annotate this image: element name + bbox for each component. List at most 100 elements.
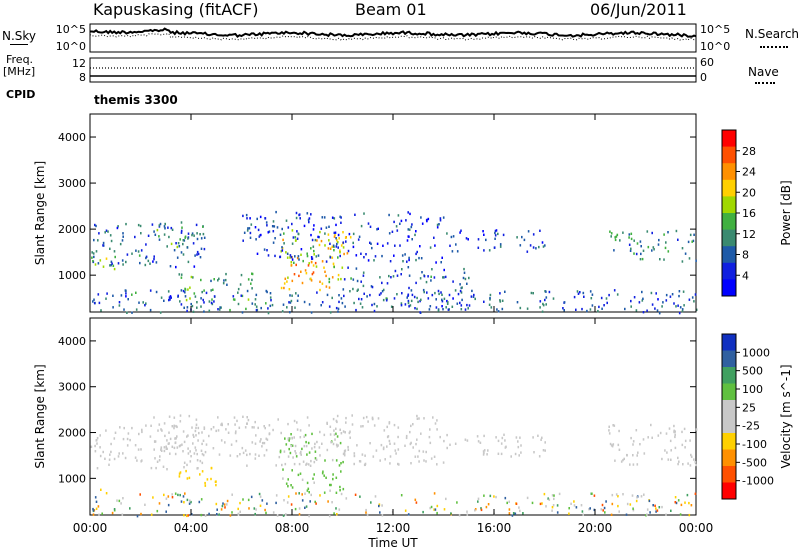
range-cell (339, 251, 341, 254)
colorbar-tick-label: 1000 (742, 346, 770, 359)
colorbar-tick-label: -1000 (742, 475, 774, 488)
range-cell (220, 439, 223, 442)
range-cell (337, 241, 339, 244)
range-cell (240, 273, 243, 277)
range-cell (624, 307, 626, 311)
range-cell (102, 450, 104, 454)
range-cell (422, 450, 425, 453)
range-cell (182, 242, 184, 246)
range-cell (102, 244, 104, 247)
range-cell (378, 504, 380, 508)
range-cell (221, 423, 223, 427)
range-cell (267, 254, 270, 257)
range-cell (266, 249, 268, 252)
range-cell (382, 288, 385, 292)
range-cell (290, 444, 293, 448)
freq-right-tick-bottom: 0 (700, 71, 707, 84)
range-cell (194, 446, 197, 449)
range-cell (109, 247, 111, 250)
range-cell (342, 246, 345, 249)
range-cell (640, 252, 642, 256)
range-cell (664, 449, 666, 452)
range-cell (215, 483, 217, 487)
range-cell (628, 233, 631, 236)
noise-sky-label: N.Sky (2, 29, 37, 43)
range-cell (155, 261, 158, 264)
range-cell (251, 272, 253, 275)
range-cell (352, 287, 354, 291)
range-cell (314, 238, 317, 242)
range-cell (523, 238, 526, 242)
range-cell (183, 501, 185, 504)
range-cell (287, 276, 289, 279)
range-cell (169, 437, 172, 441)
range-cell (168, 298, 170, 302)
range-cell (421, 271, 423, 274)
range-cell (443, 508, 446, 511)
range-cell (397, 448, 400, 451)
range-cell (196, 459, 199, 462)
range-cell (203, 310, 205, 313)
range-cell (589, 507, 591, 510)
range-cell (140, 512, 142, 516)
colorbar-swatch (722, 334, 736, 351)
range-cell (657, 434, 660, 437)
range-cell (191, 233, 193, 237)
range-cell (255, 293, 258, 297)
range-cell (242, 451, 245, 455)
range-cell (625, 513, 628, 516)
range-cell (165, 447, 168, 450)
range-cell (635, 429, 638, 432)
range-cell (139, 261, 141, 265)
range-cell (516, 236, 518, 239)
range-cell (144, 304, 146, 307)
range-cell (508, 512, 511, 515)
range-cell (320, 304, 322, 307)
range-cell (436, 511, 438, 515)
range-cell (229, 454, 232, 457)
range-cell (518, 454, 520, 457)
freq-left-tick-bottom: 8 (79, 71, 86, 84)
range-cell (288, 447, 290, 451)
range-cell (366, 513, 369, 517)
range-cell (327, 247, 330, 250)
range-cell (117, 262, 120, 265)
range-cell (689, 464, 692, 467)
range-cell (242, 239, 244, 242)
range-cell (575, 506, 578, 509)
range-cell (326, 421, 328, 425)
range-cell (613, 249, 615, 252)
range-cell (272, 428, 274, 432)
range-cell (610, 444, 613, 447)
range-cell (464, 308, 467, 311)
range-cell (556, 504, 559, 507)
range-cell (227, 431, 230, 434)
range-cell (92, 260, 94, 263)
range-cell (271, 225, 274, 228)
range-cell (372, 455, 375, 458)
range-cell (477, 246, 480, 249)
range-cell (119, 426, 121, 429)
range-cell (264, 508, 266, 512)
colorbar-swatch (722, 367, 736, 384)
range-cell (164, 434, 166, 438)
range-cell (411, 238, 413, 241)
range-cell (281, 246, 283, 249)
range-cell (129, 438, 131, 442)
range-cell (335, 419, 338, 423)
range-cell (234, 423, 236, 426)
range-cell (488, 249, 491, 252)
range-cell (332, 473, 334, 476)
range-cell (442, 308, 444, 311)
range-cell (342, 452, 345, 456)
range-cell (626, 502, 629, 506)
range-cell (556, 511, 559, 514)
range-cell (416, 438, 418, 441)
range-cell (166, 245, 168, 248)
range-cell (677, 304, 679, 307)
range-cell (511, 514, 514, 517)
range-cell (655, 507, 657, 510)
range-cell (316, 239, 318, 242)
range-cell (408, 286, 410, 290)
range-cell (175, 424, 177, 428)
